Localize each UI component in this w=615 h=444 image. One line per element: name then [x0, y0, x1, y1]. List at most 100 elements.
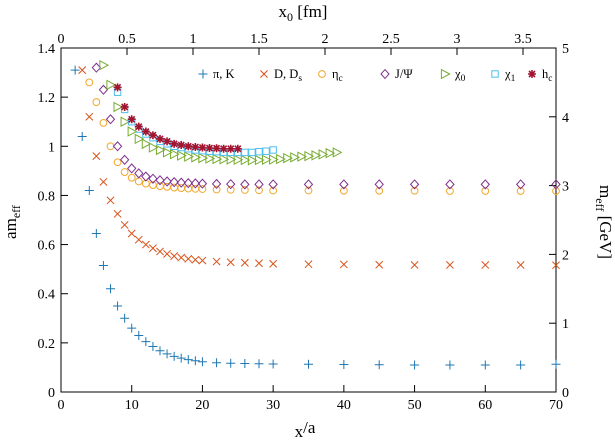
y2-tick-label: 4 — [562, 111, 569, 126]
data-point-D_Ds — [78, 66, 87, 75]
data-point-chi_0 — [233, 154, 244, 166]
data-point-chi_0 — [325, 147, 336, 159]
y-tick-label: 0 — [48, 386, 55, 401]
x-tick-label: 60 — [478, 398, 492, 413]
data-point-chi_0 — [304, 150, 315, 162]
x-axis-title: x/a — [295, 418, 316, 441]
y-tick-label: 1 — [48, 140, 55, 155]
data-point-pi_K — [113, 301, 123, 311]
data-point-J_Psi — [183, 177, 193, 189]
data-point-chi_0 — [198, 152, 209, 164]
data-point-J_Psi — [445, 179, 455, 190]
x-tick-label: 0 — [58, 398, 65, 413]
data-point-J_Psi — [339, 179, 349, 190]
data-point-chi_0 — [148, 142, 159, 153]
data-point-eta_c — [410, 186, 419, 195]
data-point-D_Ds — [552, 261, 560, 270]
data-point-chi_1 — [269, 146, 277, 154]
legend-marker-pi_K — [198, 69, 208, 79]
series-pi_K — [70, 65, 561, 370]
data-point-pi_K — [98, 260, 108, 270]
data-point-chi_1 — [248, 148, 256, 157]
data-point-eta_c — [255, 186, 263, 195]
data-point-pi_K — [84, 186, 94, 196]
data-point-eta_c — [212, 185, 221, 194]
data-point-eta_c — [516, 187, 525, 195]
data-point-chi_0 — [184, 151, 194, 162]
series-J_Psi — [91, 62, 561, 190]
data-point-pi_K — [127, 323, 137, 333]
data-point-chi_0 — [269, 154, 279, 165]
legend-label-h_c: hc — [542, 67, 552, 84]
data-point-pi_K — [190, 356, 200, 366]
legend: π, K D, Ds ηc J/Ψ χ0 χ1 hc — [198, 67, 552, 84]
legend-label-pi_K: π, K — [213, 67, 235, 81]
data-point-chi_0 — [219, 154, 230, 165]
legend-label-sub-D_Ds: s — [298, 74, 302, 84]
data-point-chi_0 — [283, 152, 293, 164]
data-point-eta_c — [375, 186, 384, 195]
data-point-pi_K — [141, 337, 151, 347]
legend-item-J_Psi: J/Ψ — [380, 67, 413, 81]
data-point-eta_c — [99, 119, 108, 127]
data-point-eta_c — [240, 186, 249, 194]
legend-item-h_c: hc — [528, 67, 552, 84]
data-point-D_Ds — [375, 260, 384, 269]
legend-item-eta_c: ηc — [318, 67, 343, 84]
y-axis-title: ameff — [1, 205, 23, 239]
data-point-D_Ds — [120, 220, 129, 229]
data-point-J_Psi — [480, 179, 490, 190]
legend-item-chi_0: χ0 — [440, 67, 466, 84]
data-point-pi_K — [374, 360, 384, 370]
data-point-chi_0 — [247, 155, 258, 166]
data-point-chi_0 — [226, 154, 237, 165]
x2-tick-label: 3.5 — [514, 32, 532, 47]
data-point-pi_K — [183, 355, 193, 365]
x-tick-label: 70 — [549, 398, 563, 413]
data-point-D_Ds — [177, 253, 186, 262]
data-point-pi_K — [91, 229, 101, 239]
legend-item-chi_1: χ1 — [491, 67, 516, 84]
data-point-J_Psi — [105, 114, 116, 125]
data-point-chi_0 — [162, 147, 173, 158]
data-point-eta_c — [127, 173, 136, 182]
data-point-h_c — [205, 144, 214, 153]
data-point-chi_0 — [177, 150, 187, 161]
data-point-D_Ds — [113, 209, 122, 218]
data-point-D_Ds — [410, 261, 419, 269]
data-point-eta_c — [170, 183, 179, 192]
data-point-D_Ds — [240, 258, 249, 267]
data-point-J_Psi — [134, 168, 144, 179]
legend-label-sub-chi_0: 0 — [461, 74, 466, 84]
data-point-eta_c — [198, 185, 207, 193]
data-point-pi_K — [148, 342, 158, 352]
data-point-chi_0 — [261, 154, 272, 166]
data-point-eta_c — [163, 182, 171, 191]
data-point-h_c — [212, 144, 221, 153]
x-tick-label: 40 — [337, 398, 351, 413]
data-point-pi_K — [162, 349, 172, 359]
series-eta_c — [85, 78, 560, 195]
data-point-J_Psi — [268, 179, 278, 190]
data-point-h_c — [148, 131, 157, 140]
series-chi_0 — [99, 59, 343, 166]
data-point-pi_K — [70, 65, 80, 75]
data-point-D_Ds — [269, 259, 278, 268]
x2-tick-label: 0 — [58, 32, 65, 47]
x-tick-label: 30 — [266, 398, 280, 413]
data-point-eta_c — [92, 98, 101, 106]
data-point-pi_K — [268, 359, 278, 369]
data-point-D_Ds — [127, 229, 136, 238]
data-point-pi_K — [304, 359, 313, 369]
x2-tick-label: 0.5 — [118, 32, 136, 47]
data-point-h_c — [120, 102, 129, 111]
data-point-chi_0 — [127, 126, 138, 137]
data-point-pi_K — [155, 346, 165, 356]
data-point-D_Ds — [226, 258, 235, 267]
legend-item-pi_K: π, K — [198, 67, 235, 81]
data-point-chi_0 — [99, 59, 110, 71]
data-point-J_Psi — [303, 179, 314, 190]
data-point-J_Psi — [127, 163, 137, 174]
data-point-D_Ds — [148, 244, 157, 253]
data-point-chi_1 — [255, 147, 263, 156]
